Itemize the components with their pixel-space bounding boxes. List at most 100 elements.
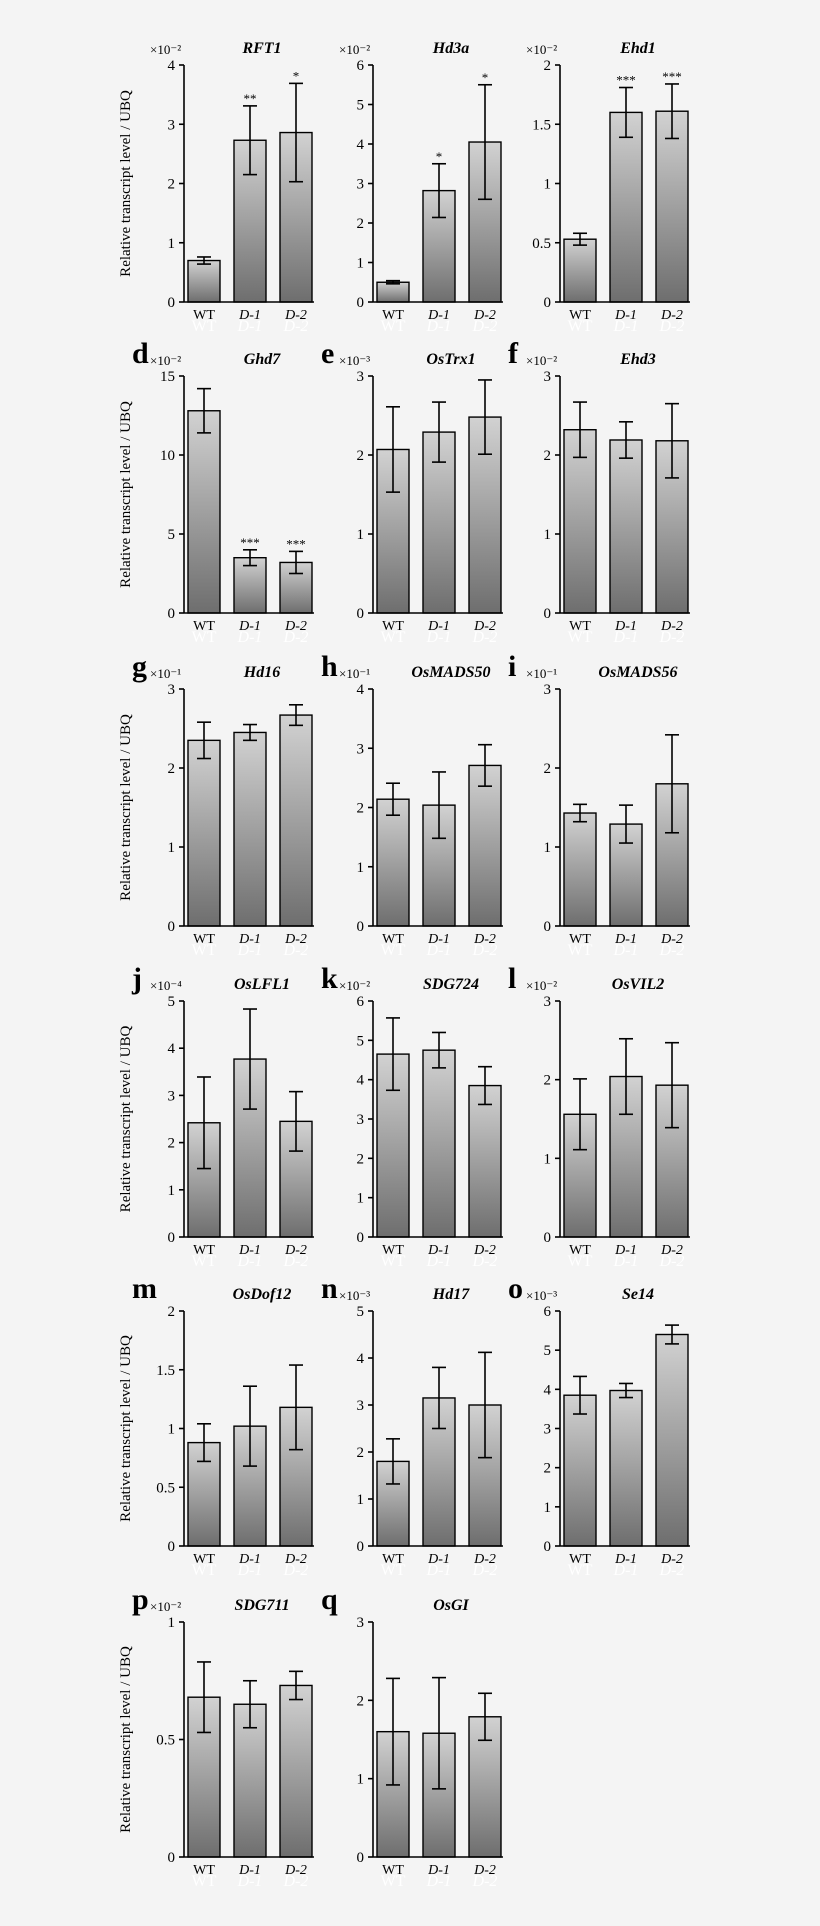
x-category-shadow: D-2 (659, 1562, 685, 1579)
bar-wt (376, 281, 410, 303)
y-tick-label: 1 (357, 256, 365, 272)
y-tick-label: 1 (357, 1191, 365, 1207)
x-category-shadow: WT (568, 942, 593, 959)
x-category-label: WT (569, 932, 591, 947)
x-category-shadow: WT (192, 318, 217, 335)
x-category-shadow: WT (568, 318, 593, 335)
x-category-label: D-2 (473, 619, 496, 634)
axis-exponent-label: ×10⁻² (526, 978, 557, 993)
error-bar (243, 1008, 257, 1110)
bar-d-2 (655, 110, 689, 303)
y-tick-label: 15 (160, 369, 175, 385)
y-tick-label: 0.5 (532, 236, 551, 252)
bar-wt (563, 238, 597, 303)
y-tick-label: 0 (168, 295, 176, 311)
x-category-shadow: D-1 (426, 1562, 452, 1579)
y-tick-label: 2 (168, 1136, 176, 1152)
x-category-shadow: WT (192, 1562, 217, 1579)
error-bar (243, 723, 257, 742)
y-axis-label: Relative transcript level / UBQ (118, 1335, 134, 1522)
y-tick-label: 4 (357, 682, 365, 698)
x-category-label: D-1 (614, 1552, 637, 1567)
error-bar (197, 387, 211, 434)
x-category-shadow: D-1 (426, 318, 452, 335)
chart-title: Se14 (622, 1286, 654, 1303)
x-category-label: D-1 (427, 1863, 450, 1878)
y-tick-label: 0 (168, 1230, 176, 1246)
y-tick-label: 6 (544, 1304, 552, 1320)
x-category-label: D-2 (660, 619, 683, 634)
error-bar (478, 1065, 492, 1106)
panel-letter: h (321, 650, 338, 683)
axis-exponent-label: ×10⁻² (150, 1599, 181, 1614)
y-tick-label: 0 (357, 606, 365, 622)
y-tick-label: 2 (357, 1445, 365, 1461)
y-tick-label: 0 (357, 295, 365, 311)
x-category-label: WT (193, 1863, 215, 1878)
x-category-shadow: D-2 (283, 318, 309, 335)
x-category-label: D-2 (473, 1863, 496, 1878)
error-bar (478, 1351, 492, 1459)
x-category-shadow: D-1 (613, 1562, 639, 1579)
x-category-shadow: D-1 (237, 942, 263, 959)
x-category-label: D-2 (284, 1863, 307, 1878)
bar-wt (563, 429, 597, 614)
bar-wt (187, 739, 221, 927)
axis-exponent-label: ×10⁻¹ (526, 666, 557, 681)
panel-letter: j (131, 962, 142, 995)
y-tick-label: 0 (544, 295, 552, 311)
x-category-shadow: D-1 (426, 1253, 452, 1270)
x-category-shadow: WT (381, 1562, 406, 1579)
error-bar (573, 401, 587, 459)
error-bar (573, 1375, 587, 1415)
x-category-label: D-1 (238, 619, 261, 634)
x-category-label: D-1 (238, 932, 261, 947)
y-tick-label: 0 (357, 1850, 365, 1866)
bar-d-2 (279, 1684, 313, 1858)
x-category-label: D-2 (473, 308, 496, 323)
x-category-label: D-2 (660, 1243, 683, 1258)
bar-wt (187, 410, 221, 614)
x-category-shadow: WT (381, 629, 406, 646)
x-category-label: WT (569, 1552, 591, 1567)
panel-letter: g (132, 650, 147, 683)
error-bar (665, 1324, 679, 1345)
y-tick-label: 2 (544, 1461, 552, 1477)
bar-d-1 (233, 731, 267, 927)
x-category-shadow: D-2 (283, 1873, 309, 1890)
error-bar (289, 1364, 303, 1451)
error-bar (289, 703, 303, 727)
chart-title: Hd3a (432, 40, 469, 57)
x-category-shadow: D-2 (283, 629, 309, 646)
x-category-shadow: D-1 (237, 1562, 263, 1579)
x-category-label: WT (193, 308, 215, 323)
error-bar (386, 782, 400, 817)
y-tick-label: 1 (168, 840, 176, 856)
x-category-label: D-1 (427, 308, 450, 323)
x-category-shadow: D-2 (283, 1253, 309, 1270)
axis-exponent-label: ×10⁻¹ (339, 666, 370, 681)
error-bar (478, 83, 492, 201)
panel-letter: e (321, 337, 334, 370)
error-bar (197, 1423, 211, 1463)
y-tick-label: 3 (357, 1112, 365, 1128)
error-bar (665, 402, 679, 479)
error-bar (573, 1078, 587, 1151)
x-category-label: D-2 (284, 1243, 307, 1258)
y-tick-label: 0 (357, 1539, 365, 1555)
x-category-shadow: D-1 (613, 942, 639, 959)
y-tick-label: 0 (544, 919, 552, 935)
x-category-label: WT (382, 619, 404, 634)
x-category-shadow: WT (192, 1873, 217, 1890)
x-category-shadow: D-1 (237, 1253, 263, 1270)
y-tick-label: 10 (160, 448, 175, 464)
axis-exponent-label: ×10⁻³ (339, 353, 370, 368)
y-tick-label: 1 (544, 527, 552, 543)
error-bar (573, 232, 587, 246)
bar-d-2 (468, 764, 502, 927)
y-tick-label: 2 (168, 177, 176, 193)
